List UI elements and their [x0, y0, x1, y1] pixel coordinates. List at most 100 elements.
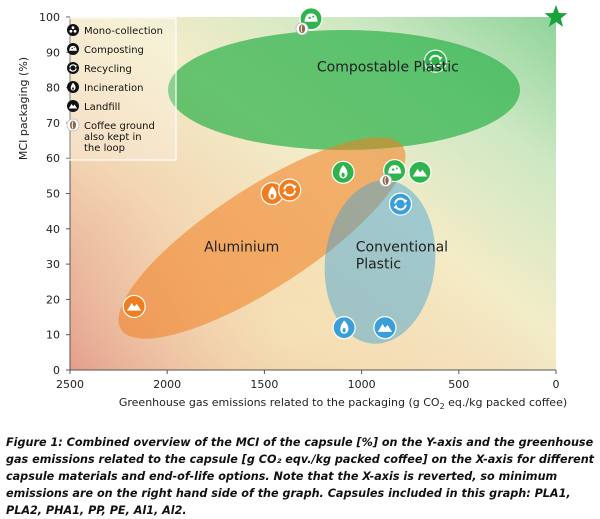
group-label-line: Plastic [356, 257, 401, 273]
legend-label: Composting [84, 45, 144, 56]
landfill-glyph [412, 168, 428, 177]
x-tick-label: 1500 [250, 378, 278, 391]
x-axis-title-prefix: Greenhouse gas emissions related to the … [119, 396, 440, 409]
composting-glyph [69, 45, 77, 51]
legend-label-line: also kept in [84, 132, 142, 143]
data-point-recycling-icon [423, 49, 448, 73]
legend-label-line: Landfill [84, 102, 120, 113]
legend-label: Recycling [84, 64, 132, 75]
landfill-glyph [377, 324, 393, 332]
data-point-recycling-icon [388, 192, 413, 216]
composting-glyph [388, 165, 402, 174]
landfill-icon [67, 100, 79, 112]
incineration-glyph-core [270, 193, 274, 199]
data-point-marker [423, 49, 448, 73]
x-tick-label: 2000 [153, 378, 181, 391]
x-axis-title: Greenhouse gas emissions related to the … [119, 396, 567, 411]
incineration-glyph [339, 165, 348, 179]
incineration-glyph-core [72, 87, 74, 90]
y-tick-label: 80 [46, 82, 60, 95]
y-tick-label: 50 [46, 188, 60, 201]
x-axis-title-subscript: 2 [440, 402, 445, 411]
legend-label: Landfill [84, 102, 120, 113]
group-label: Conventional Plastic [356, 240, 448, 273]
y-tick-label: 30 [46, 258, 60, 271]
incineration-glyph-core [341, 172, 345, 178]
composting-glyph-dot [308, 16, 311, 20]
mono-collection-icon [67, 24, 79, 36]
recycling-glyph-arrow [68, 68, 72, 71]
legend-item: Mono-collection [67, 24, 163, 37]
landfill-glyph [68, 103, 78, 109]
y-tick-label: 20 [46, 293, 60, 306]
incineration-glyph [340, 320, 349, 334]
group-label: Compostable Plastic [317, 60, 459, 76]
data-point-incineration-icon [260, 181, 284, 206]
x-axis-title-suffix: eq./kg packed coffee) [445, 396, 567, 409]
y-tick-label: 60 [46, 152, 60, 165]
composting-glyph-dot [392, 168, 395, 171]
legend-icon-bg [67, 62, 79, 74]
y-axis-title: MCI packaging (%) [17, 57, 30, 160]
recycling-glyph-arrow [282, 190, 288, 196]
group-label-line: Compostable Plastic [317, 60, 459, 76]
x-tick-label: 2500 [56, 378, 84, 391]
data-point-incineration-icon [332, 316, 356, 340]
region-aluminium [118, 137, 406, 339]
coffee-bean-icon [295, 22, 309, 36]
legend-label-line: the loop [84, 143, 125, 154]
legend-label-line: Incineration [84, 83, 143, 94]
legend-item: Landfill [67, 100, 120, 113]
legend-label-line: Composting [84, 45, 144, 56]
data-point-landfill-icon [408, 160, 432, 184]
legend-label-line: Recycling [84, 64, 132, 75]
region-compostable-plastic [168, 30, 520, 150]
region-conventional-plastic [324, 180, 436, 344]
data-point-recycling-icon [278, 178, 302, 202]
x-tick-label: 0 [553, 378, 560, 391]
data-point-landfill-icon [373, 316, 397, 340]
mono-collection-glyph-dot [73, 29, 77, 33]
composting-glyph-dot [73, 47, 75, 49]
mono-collection-glyph-dot [71, 26, 75, 30]
x-tick-label: 500 [448, 378, 469, 391]
y-tick-label: 0 [53, 364, 60, 377]
data-point-marker [388, 192, 413, 216]
legend-item: Incineration [67, 81, 143, 94]
mono-collection-glyph-dot [69, 29, 73, 33]
legend-item: Recycling [67, 62, 132, 75]
legend-label-line: Mono-collection [84, 26, 163, 37]
coffee-bean-icon [379, 174, 393, 187]
coffee-bean-icon [66, 118, 80, 132]
legend-box [62, 17, 177, 161]
legend-item: Coffee ground also kept in the loop [66, 118, 155, 154]
coffee-bean-glyph [69, 120, 77, 130]
x-tick-label: 1000 [348, 378, 376, 391]
recycling-glyph-arrow [438, 56, 443, 61]
recycling-icon [67, 62, 79, 74]
composting-glyph [304, 13, 318, 22]
scatter-chart: 2500 2000 1500 1000 500 0 0 10 20 30 40 50 60 70 80 90 1… [17, 5, 568, 411]
legend-label: Coffee ground also kept in the loop [84, 121, 155, 154]
coffee-bean-glyph-line [71, 121, 74, 129]
y-tick-label: 40 [46, 223, 60, 236]
recycling-glyph-arrow [292, 184, 297, 190]
recycling-glyph-arrow [428, 61, 433, 67]
group-label-line: Aluminium [204, 240, 279, 256]
y-tick-label: 70 [46, 117, 60, 130]
legend-label: Incineration [84, 83, 143, 94]
composting-glyph-dot [395, 167, 398, 170]
incineration-glyph-core [342, 328, 346, 333]
y-tick-label: 90 [46, 46, 60, 59]
coffee-bean-glyph-line [300, 24, 303, 33]
data-point-marker [278, 178, 302, 202]
incineration-glyph [70, 82, 76, 91]
recycling-glyph-arrow [403, 199, 408, 204]
coffee-bean-glyph [299, 24, 306, 34]
data-point-landfill-icon [122, 294, 146, 319]
legend-label: Mono-collection [84, 26, 163, 37]
star-icon [544, 5, 568, 27]
y-tick-label: 10 [46, 329, 60, 342]
coffee-bean-glyph-line [384, 176, 387, 185]
composting-icon [67, 43, 79, 55]
